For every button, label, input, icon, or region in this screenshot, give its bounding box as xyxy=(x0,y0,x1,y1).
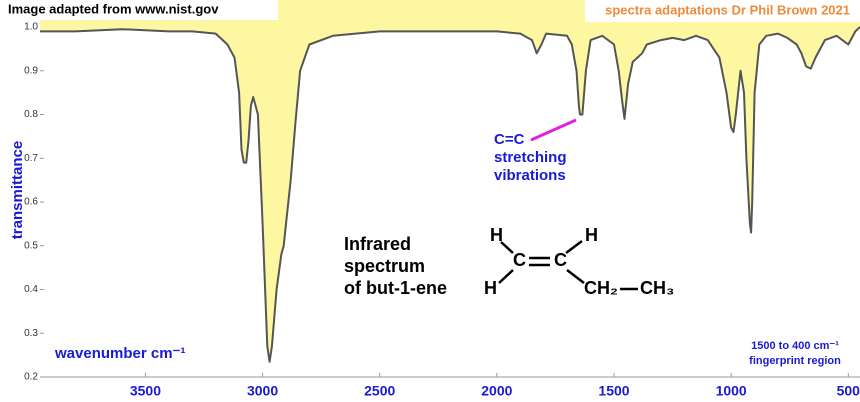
y-tick-label: 0.6 xyxy=(24,197,38,208)
annotation-line: stretching xyxy=(494,149,567,166)
atom: CH₂ xyxy=(584,278,618,298)
x-tick-label: 2500 xyxy=(364,383,395,399)
atom: H xyxy=(585,225,598,245)
y-tick-label: 0.8 xyxy=(24,109,38,120)
source-box xyxy=(0,0,278,20)
atom: C xyxy=(554,250,567,270)
annotation-line: vibrations xyxy=(494,167,566,184)
atom: H xyxy=(490,225,503,245)
x-tick-label: 3000 xyxy=(247,383,278,399)
annotation-pointer xyxy=(530,118,577,142)
region-note: 1500 to 400 cm⁻¹ fingerprint region xyxy=(749,340,841,367)
molecule: H H C C H CH₂ CH₃ xyxy=(470,222,680,302)
x-tick-label: 1500 xyxy=(598,383,629,399)
y-tick-label: 0.9 xyxy=(24,65,38,76)
y-tick-label: 0.7 xyxy=(24,153,38,164)
atom: C xyxy=(513,250,526,270)
source-note: Image adapted from www.nist.gov xyxy=(8,1,219,16)
region-line: fingerprint region xyxy=(749,355,841,367)
absorption-area xyxy=(40,0,860,362)
atom: CH₃ xyxy=(640,278,674,298)
x-tick-label: 2000 xyxy=(481,383,512,399)
x-tick-label: 3500 xyxy=(130,383,161,399)
y-tick-label: 1.0 xyxy=(24,22,38,33)
title-line: Infrared xyxy=(344,234,411,254)
credit-box xyxy=(585,0,860,22)
bonds xyxy=(498,240,638,291)
credit-note: spectra adaptations Dr Phil Brown 2021 xyxy=(605,2,850,17)
x-tick-label: 1000 xyxy=(716,383,747,399)
y-axis-label: transmittance xyxy=(9,141,26,239)
region-line: 1500 to 400 cm⁻¹ xyxy=(751,340,839,352)
x-axis-label: wavenumber cm⁻¹ xyxy=(54,345,185,362)
x-tick-label: 500 xyxy=(837,383,860,399)
y-tick-label: 0.2 xyxy=(24,372,38,383)
spectrum-line xyxy=(40,26,860,363)
atom: H xyxy=(484,278,497,298)
y-tick-label: 0.3 xyxy=(24,328,38,339)
y-tick-label: 0.5 xyxy=(24,240,38,251)
annotation-line: C=C xyxy=(494,131,525,148)
molecule-box xyxy=(470,222,680,302)
title-line: of but-1-ene xyxy=(344,278,447,298)
plot-area: 1.0 0.9 0.8 0.7 0.6 0.5 0.4 0.3 0.2 3500 3000 2500 2… xyxy=(24,0,860,399)
y-tick-label: 0.4 xyxy=(24,284,38,295)
title-line: spectrum xyxy=(344,256,425,276)
